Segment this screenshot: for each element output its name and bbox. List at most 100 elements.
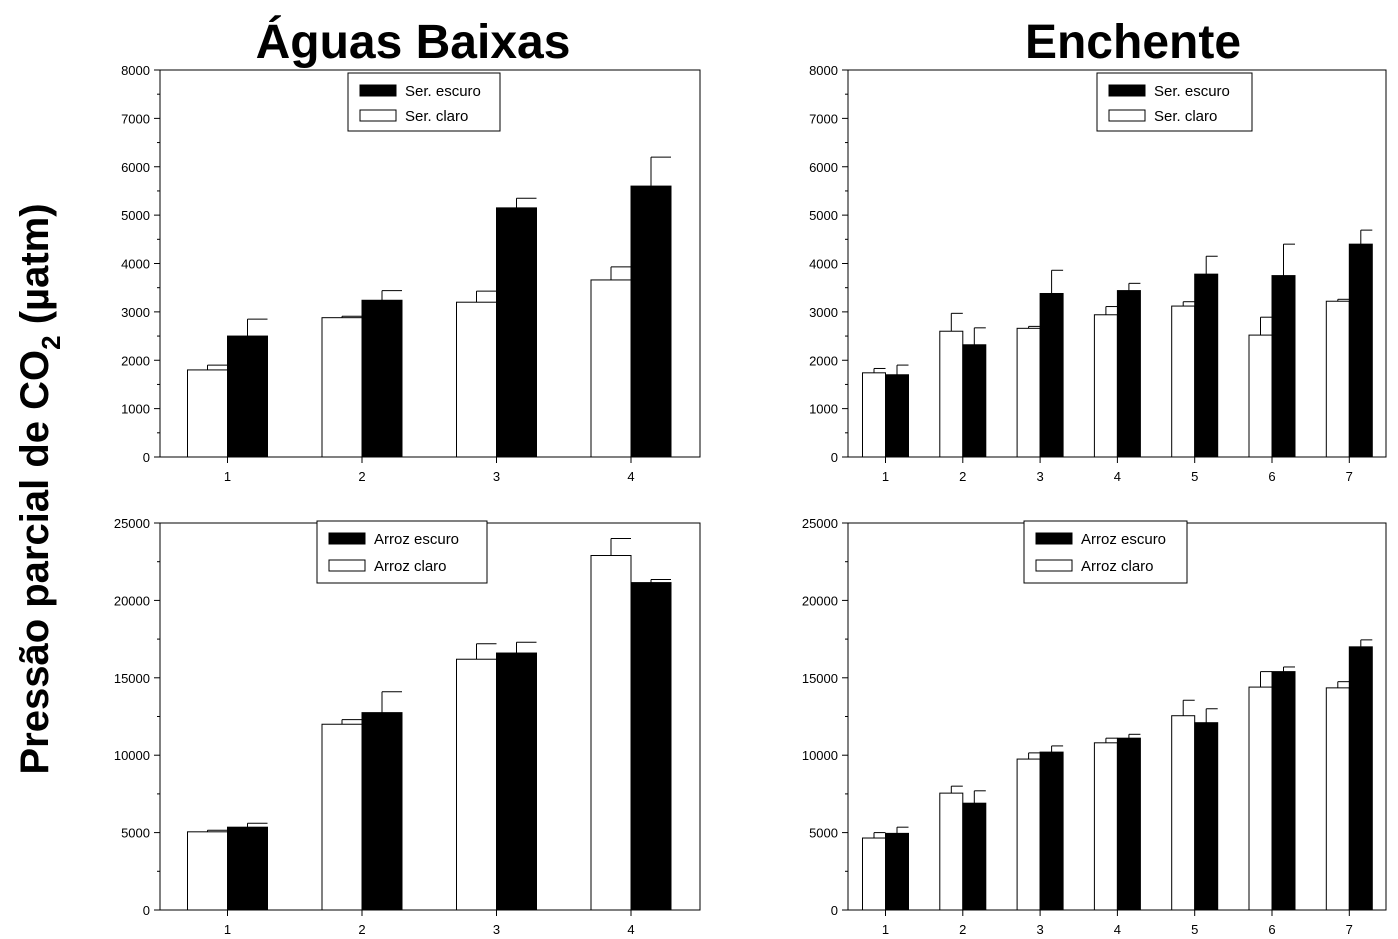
x-tick-label: 6 [1268,922,1275,937]
legend-label: Arroz claro [374,558,447,575]
bar-dark [1348,646,1373,911]
x-tick-label: 2 [358,469,365,484]
y-tick-label: 8000 [809,63,838,78]
y-tick-label: 1000 [121,402,150,417]
x-tick-label: 5 [1191,469,1198,484]
y-tick-label: 5000 [121,826,150,841]
bar-light [187,831,228,911]
bar-dark [962,344,987,458]
legend: Ser. escuro Ser. claro [347,72,501,132]
y-tick-label: 4000 [809,257,838,272]
y-tick-label: 3000 [809,305,838,320]
bar-light [939,792,964,911]
y-tick-label: 15000 [114,671,150,686]
y-tick-label: 5000 [809,208,838,223]
legend-box [316,520,488,584]
x-tick-label: 3 [493,922,500,937]
bar-dark [1348,243,1373,458]
legend-label: Ser. claro [1154,108,1217,125]
x-tick-label: 3 [1036,922,1043,937]
legend-label: Arroz escuro [1081,531,1166,548]
bar-light [187,369,228,458]
y-tick-label: 1000 [809,402,838,417]
y-tick-label: 6000 [121,160,150,175]
y-tick-label: 15000 [802,671,838,686]
bar-dark [1194,273,1219,458]
x-tick-label: 6 [1268,469,1275,484]
legend-swatch [1035,559,1073,572]
bar-light [1248,334,1273,458]
bar-light [321,723,363,911]
x-tick-label: 7 [1346,469,1353,484]
bar-light [321,317,363,458]
bar-dark [361,299,403,458]
y-tick-label: 10000 [114,748,150,763]
legend-swatch [359,84,397,97]
chart-title: Enchente [1025,16,1241,69]
legend-swatch [328,559,366,572]
legend-swatch [1108,109,1146,122]
bar-dark [630,185,672,458]
bar-dark [1039,751,1064,911]
x-tick-label: 4 [1114,469,1121,484]
legend-swatch [328,532,366,545]
y-tick-label: 25000 [114,516,150,531]
bar-light [1093,742,1118,911]
legend: Arroz escuro Arroz claro [316,520,488,584]
x-tick-label: 1 [224,469,231,484]
bar-light [590,555,632,911]
x-tick-label: 5 [1191,922,1198,937]
y-tick-label: 2000 [809,353,838,368]
legend-label: Ser. claro [405,108,468,125]
y-tick-label: 7000 [809,111,838,126]
legend-box [1023,520,1188,584]
legend-swatch [1108,84,1146,97]
bar-dark [1039,292,1064,458]
y-axis-label-main: Pressão parcial de CO [13,350,57,775]
y-tick-label: 3000 [121,305,150,320]
chart-panel-3: 0 5000 10000 15000 20000 25000 1 2 3 4 Arroz escur… [114,516,701,937]
bar-light [862,837,886,911]
y-tick-label: 0 [831,903,838,918]
x-tick-label: 1 [224,922,231,937]
x-tick-label: 3 [1036,469,1043,484]
bar-light [1325,300,1350,458]
y-tick-label: 20000 [114,593,150,608]
bar-dark [227,335,268,458]
chart-panel-4: 0 5000 10000 15000 20000 25000 1 2 3 4 5 6 7 Arroz es… [802,516,1387,937]
legend-label: Arroz escuro [374,531,459,548]
bar-dark [496,652,537,911]
bar-light [1171,305,1196,458]
bar-dark [885,374,909,458]
y-tick-label: 25000 [802,516,838,531]
x-tick-label: 2 [959,922,966,937]
legend-label: Ser. escuro [405,83,481,100]
bar-dark [227,826,268,911]
legend: Arroz escuro Arroz claro [1023,520,1188,584]
bar-dark [1271,671,1296,911]
y-tick-label: 5000 [121,208,150,223]
y-tick-label: 0 [831,450,838,465]
y-tick-label: 4000 [121,257,150,272]
bar-light [456,658,497,911]
bar-dark [1116,737,1141,911]
bar-dark [885,832,909,911]
y-tick-label: 0 [143,450,150,465]
bar-dark [1271,275,1296,458]
x-tick-label: 4 [627,922,634,937]
legend-label: Arroz claro [1081,558,1154,575]
x-tick-label: 2 [358,922,365,937]
bar-light [1325,687,1350,911]
bar-light [456,301,497,458]
y-tick-label: 5000 [809,826,838,841]
y-tick-label: 20000 [802,593,838,608]
x-tick-label: 4 [627,469,634,484]
y-tick-label: 10000 [802,748,838,763]
x-tick-label: 7 [1346,922,1353,937]
x-tick-label: 1 [882,469,889,484]
legend: Ser. escuro Ser. claro [1096,72,1253,132]
chart-panel-1: Águas Baixas 0 1000 2000 3000 4000 5000 6000 700… [121,15,701,484]
legend-swatch [359,109,397,122]
y-axis-label: Pressão parcial de CO2 (µatm) [13,203,66,774]
